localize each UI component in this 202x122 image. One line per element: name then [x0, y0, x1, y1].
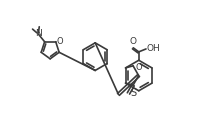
Text: O: O: [129, 37, 136, 46]
Text: O: O: [57, 36, 63, 46]
Text: S: S: [130, 88, 136, 98]
Text: O: O: [136, 63, 142, 72]
Text: OH: OH: [147, 44, 161, 53]
Text: N: N: [35, 29, 41, 38]
